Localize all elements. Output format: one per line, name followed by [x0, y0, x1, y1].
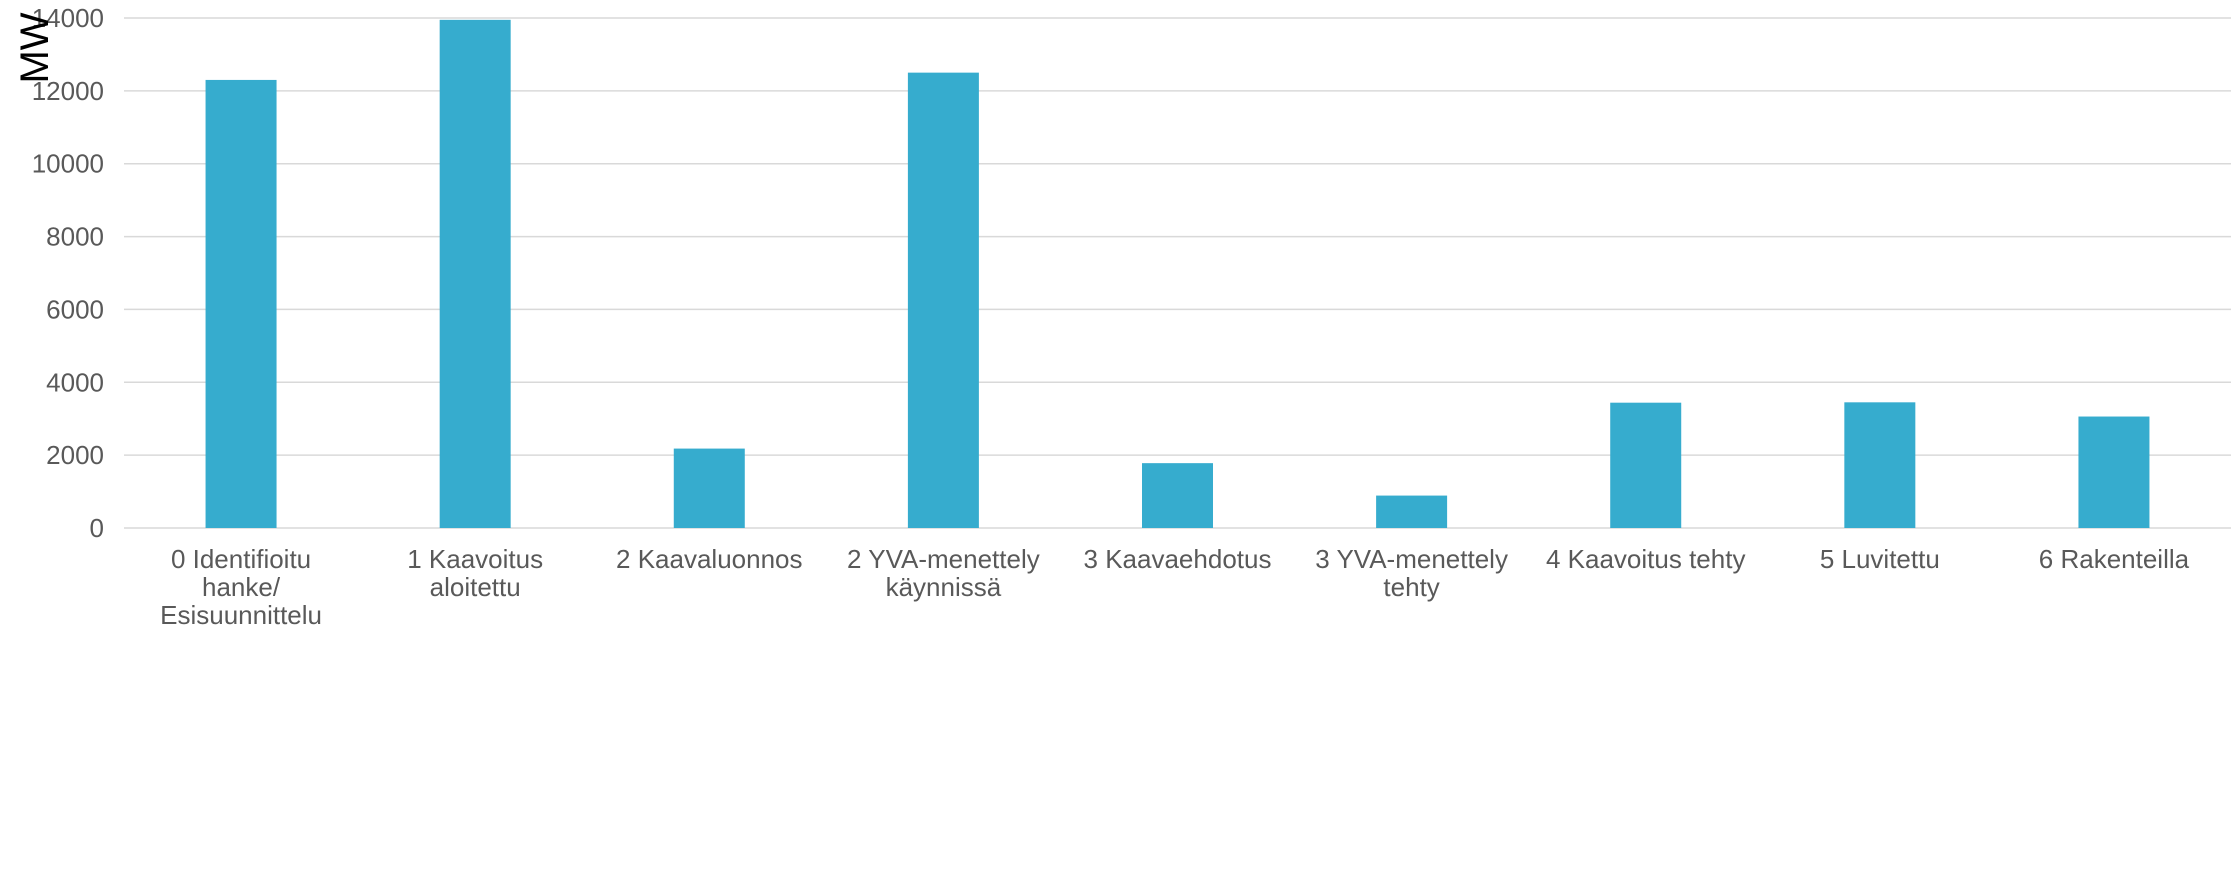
x-category-label-line: 2 Kaavaluonnos — [616, 544, 802, 574]
bar — [673, 448, 745, 528]
y-tick-label: 10000 — [32, 149, 104, 179]
y-tick-label: 12000 — [32, 76, 104, 106]
bars — [205, 19, 2150, 529]
x-category-label: 1 Kaavoitus aloitettu — [407, 544, 543, 602]
x-category-label-line: 1 Kaavoitus — [407, 544, 543, 574]
x-category-label: 4 Kaavoitus tehty — [1546, 544, 1745, 574]
x-category-label-line: Esisuunnittelu — [160, 600, 322, 630]
x-category-label: 5 Luvitettu — [1820, 544, 1940, 574]
y-axis-title: MW — [13, 12, 57, 83]
x-category-labels: 0 Identifioitu hanke/Esisuunnittelu 1 Kaav… — [160, 544, 2190, 630]
x-category-label-line: aloitettu — [430, 572, 521, 602]
bar — [2078, 416, 2150, 528]
x-category-label: 2 Kaavaluonnos — [616, 544, 802, 574]
x-category-label: 2 YVA-menettely käynnissä — [847, 544, 1040, 602]
bar — [1142, 463, 1213, 528]
y-tick-label: 6000 — [46, 294, 104, 324]
x-category-label-line: 3 YVA-menettely — [1315, 544, 1508, 574]
y-tick-label: 2000 — [46, 440, 104, 470]
bar — [439, 19, 511, 528]
x-category-label-line: 5 Luvitettu — [1820, 544, 1940, 574]
bar — [907, 72, 979, 529]
x-category-label-line: 4 Kaavoitus tehty — [1546, 544, 1745, 574]
bar — [1610, 402, 1682, 528]
x-category-label-line: käynnissä — [886, 572, 1002, 602]
bar — [205, 79, 277, 528]
y-tick-label: 14000 — [32, 3, 104, 33]
x-category-label-line: 2 YVA-menettely — [847, 544, 1040, 574]
bar — [1844, 402, 1916, 528]
x-category-label: 6 Rakenteilla — [2039, 544, 2190, 574]
y-tick-label: 0 — [90, 513, 104, 543]
y-tick-label: 8000 — [46, 222, 104, 252]
x-category-label-line: 0 Identifioitu — [171, 544, 311, 574]
y-tick-labels: 0 2000 4000 6000 8000 10000 12000 14000 — [32, 3, 104, 543]
x-category-label: 0 Identifioitu hanke/Esisuunnittelu — [160, 544, 322, 630]
x-category-label-line: 6 Rakenteilla — [2039, 544, 2190, 574]
x-category-label-line: tehty — [1383, 572, 1439, 602]
y-tick-label: 4000 — [46, 367, 104, 397]
x-category-label-line: 3 Kaavaehdotus — [1084, 544, 1272, 574]
x-category-label: 3 Kaavaehdotus — [1084, 544, 1272, 574]
x-category-label-line: hanke/ — [202, 572, 281, 602]
x-category-label: 3 YVA-menettely tehty — [1315, 544, 1508, 602]
bar — [1376, 495, 1448, 528]
